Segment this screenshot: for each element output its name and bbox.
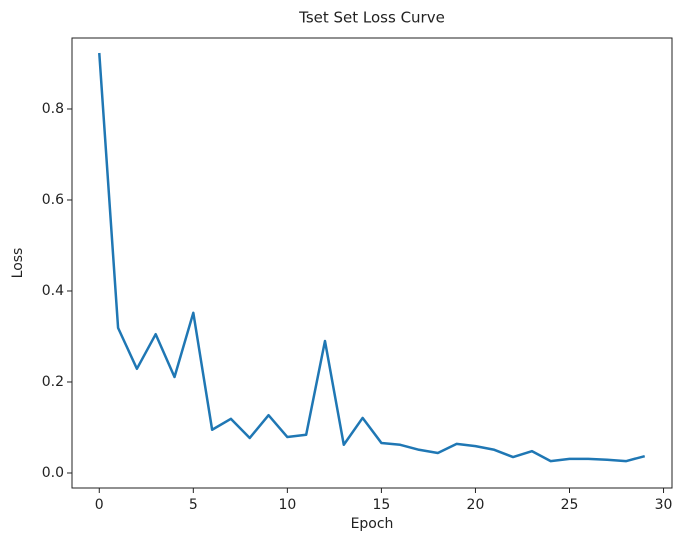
- y-tick-label: 0.0: [42, 465, 64, 481]
- x-tick-label: 10: [278, 497, 296, 513]
- x-tick-label: 30: [655, 497, 673, 513]
- y-tick-label: 0.8: [42, 101, 64, 117]
- plot-frame: [71, 37, 673, 489]
- loss-line: [98, 52, 646, 463]
- x-axis-label: Epoch: [351, 516, 394, 532]
- x-tick-label: 15: [372, 497, 390, 513]
- x-tick-label: 0: [95, 497, 104, 513]
- y-tick-label: 0.4: [42, 283, 64, 299]
- x-tick-label: 25: [561, 497, 579, 513]
- x-tick-label: 20: [467, 497, 485, 513]
- y-tick-label: 0.6: [42, 192, 64, 208]
- y-axis-label: Loss: [10, 248, 26, 279]
- y-tick-label: 0.2: [42, 374, 64, 390]
- chart-title: Tset Set Loss Curve: [298, 9, 445, 27]
- x-tick-label: 5: [189, 497, 198, 513]
